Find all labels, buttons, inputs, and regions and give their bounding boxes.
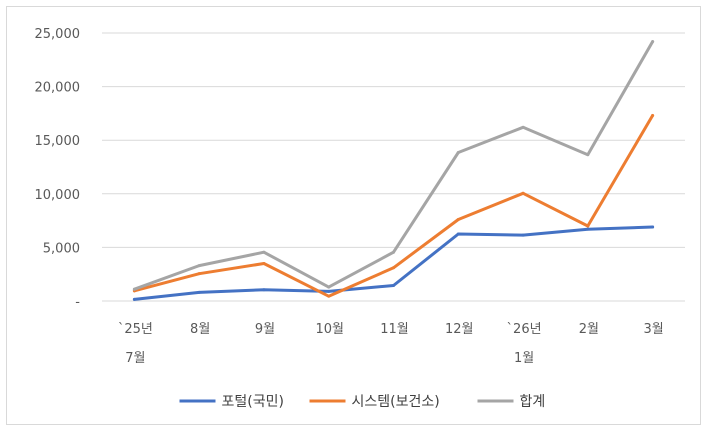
data-point (132, 297, 136, 301)
data-point (197, 264, 201, 268)
data-point (456, 151, 460, 155)
data-point (197, 290, 201, 294)
data-point (521, 191, 525, 195)
line-chart: - 5,000 10,000 15,000 20,000 25,000 `25년 7월 8월 9… (35, 27, 685, 410)
data-point (651, 225, 655, 229)
y-axis-ticks: - 5,000 10,000 15,000 20,000 25,000 (35, 27, 81, 310)
x-tick-label: 9월 (255, 322, 275, 337)
x-tick-label: `25년 (118, 322, 153, 337)
data-point (262, 261, 266, 265)
gridlines (102, 32, 685, 302)
data-point (651, 114, 655, 118)
legend-entry: 포털(국민) (222, 394, 284, 410)
x-tick-label: 7월 (125, 351, 145, 366)
y-tick-label: 5,000 (43, 241, 80, 256)
data-point (521, 233, 525, 237)
x-tick-label: 10월 (315, 322, 344, 337)
data-point (651, 40, 655, 44)
y-tick-label: 25,000 (35, 27, 81, 42)
data-point (392, 266, 395, 270)
data-point (456, 218, 460, 222)
x-tick-label: 3월 (643, 322, 663, 337)
legend-entry: 합계 (520, 394, 546, 410)
legend-entry: 시스템(보건소) (352, 394, 440, 410)
data-point (132, 287, 136, 291)
chart-frame: - 5,000 10,000 15,000 20,000 25,000 `25년 7월 8월 9… (6, 6, 701, 425)
data-point (456, 232, 460, 236)
data-point (262, 288, 266, 292)
data-point (521, 125, 525, 129)
x-tick-label: 1월 (514, 351, 534, 366)
y-tick-label: 15,000 (35, 134, 81, 149)
data-point (327, 289, 331, 293)
y-tick-label: 10,000 (35, 188, 81, 203)
y-tick-label: - (75, 295, 80, 310)
x-tick-label: 2월 (579, 322, 599, 337)
data-point (392, 250, 395, 254)
data-point (586, 224, 590, 228)
data-point (197, 272, 201, 276)
x-tick-label: `26년 (507, 322, 542, 337)
y-tick-label: 20,000 (35, 81, 81, 96)
x-tick-label: 8월 (190, 322, 210, 337)
data-point (392, 283, 395, 287)
data-point (586, 227, 590, 231)
x-tick-label: 12월 (445, 322, 474, 337)
data-point (586, 153, 590, 157)
x-tick-label: 11월 (380, 322, 409, 337)
series-lines (132, 40, 655, 301)
data-point (262, 250, 266, 254)
x-axis-ticks: `25년 7월 8월 9월 10월 11월 12월 `26년 1월 2월 3월 (118, 322, 664, 366)
legend: 포털(국민) 시스템(보건소) 합계 (179, 394, 546, 410)
data-point (327, 285, 331, 289)
data-point (327, 294, 331, 298)
